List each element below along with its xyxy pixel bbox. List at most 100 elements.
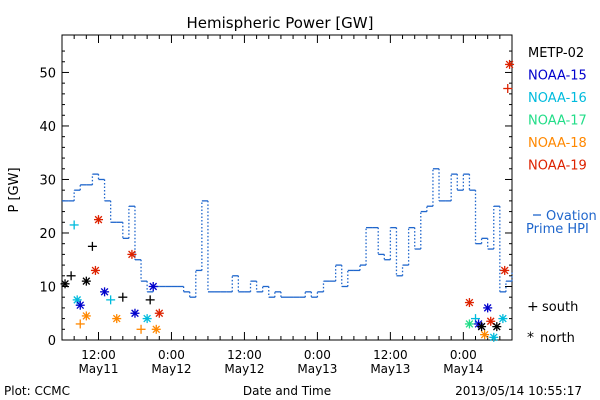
north-point <box>151 324 161 334</box>
legend-entry: NOAA-19 <box>528 159 587 174</box>
y-tick-label: 40 <box>39 120 56 135</box>
north-point <box>90 265 100 275</box>
north-point <box>498 314 508 324</box>
x-tick-date: May13 <box>370 362 410 376</box>
north-point <box>130 308 140 318</box>
north-point <box>81 276 91 286</box>
x-tick-date: May12 <box>224 362 264 376</box>
y-tick-label: 30 <box>39 173 56 188</box>
north-point <box>486 316 496 326</box>
y-tick-label: 0 <box>48 334 56 349</box>
plot-area <box>61 34 513 341</box>
north-point <box>154 308 164 318</box>
point-stroke <box>465 298 474 307</box>
north-point <box>142 314 152 324</box>
legend-entry: NOAA-17 <box>528 114 587 129</box>
point-stroke <box>505 60 514 69</box>
north-point <box>492 322 502 332</box>
point-stroke <box>73 296 82 304</box>
north-point <box>477 322 487 332</box>
north-point <box>127 249 137 259</box>
point-stroke <box>499 314 507 323</box>
point-stroke <box>112 314 121 323</box>
x-tick-time: 0:00 <box>304 348 331 362</box>
point-stroke <box>480 330 489 339</box>
south-point <box>106 295 116 305</box>
south-point <box>66 271 76 281</box>
north-point <box>464 298 474 308</box>
x-tick-time: 12:00 <box>373 348 408 362</box>
point-stroke <box>94 215 103 224</box>
north-point <box>480 330 490 340</box>
point-stroke <box>489 333 498 342</box>
x-tick-date: May12 <box>151 362 191 376</box>
north-point <box>100 287 110 297</box>
x-tick-date: May13 <box>297 362 337 376</box>
x-tick-time: 0:00 <box>158 348 185 362</box>
south-point <box>503 84 513 94</box>
ovation-series <box>62 168 541 298</box>
south-point <box>87 241 97 251</box>
point-stroke <box>61 279 69 288</box>
point-stroke <box>131 309 139 318</box>
point-stroke <box>486 317 495 326</box>
y-tick-label: 50 <box>39 66 56 81</box>
south-point <box>69 220 79 230</box>
y-axis-label: P [GW] <box>7 167 22 212</box>
point-stroke <box>152 325 161 334</box>
point-stroke <box>128 250 136 259</box>
north-point <box>500 265 510 275</box>
point-stroke <box>82 312 91 320</box>
north-point <box>505 59 515 69</box>
north-point <box>81 311 91 321</box>
north-point <box>464 319 474 329</box>
chart-title: Hemispheric Power [GW] <box>187 14 374 32</box>
point-stroke <box>100 288 109 296</box>
north-point <box>112 314 122 324</box>
timestamp: 2013/05/14 10:55:17 <box>455 384 582 398</box>
point-stroke <box>155 309 164 318</box>
x-tick-time: 0:00 <box>450 348 477 362</box>
ovation-label-line2: Prime HPI <box>526 222 589 237</box>
north-point <box>483 303 493 313</box>
legend-entry: NOAA-15 <box>528 69 587 84</box>
x-tick-date: May14 <box>443 362 483 376</box>
south-point <box>136 324 146 334</box>
x-axis-label: Date and Time <box>243 384 331 398</box>
legend-entry: METP-02 <box>528 46 584 61</box>
north-point <box>148 281 158 291</box>
north-point <box>60 279 70 289</box>
satellite-points <box>60 59 515 342</box>
point-stroke <box>465 320 474 328</box>
point-stroke <box>149 282 158 291</box>
north-point <box>93 215 103 225</box>
north-marker-label: north <box>540 331 575 346</box>
south-point <box>118 292 128 302</box>
south-marker-label: south <box>542 300 578 315</box>
y-tick-label: 10 <box>39 280 56 295</box>
x-tick-time: 12:00 <box>227 348 262 362</box>
point-stroke <box>500 266 509 275</box>
point-stroke <box>477 322 486 331</box>
legend-entry: NOAA-16 <box>528 91 587 106</box>
south-marker-symbol: + <box>527 299 539 315</box>
y-tick-label: 20 <box>39 227 56 242</box>
plot-credit: Plot: CCMC <box>4 384 70 398</box>
x-tick-time: 12:00 <box>81 348 116 362</box>
legend: METP-02 NOAA-15 NOAA-16 NOAA-17 NOAA-18 NOAA-… <box>528 46 587 174</box>
point-stroke <box>91 266 100 275</box>
ovation-label-line1: Ovation <box>546 209 597 224</box>
point-stroke <box>76 301 85 310</box>
legend-entry: NOAA-18 <box>528 136 587 151</box>
x-tick-date: May11 <box>78 362 118 376</box>
south-point <box>75 319 85 329</box>
point-stroke <box>492 322 501 331</box>
north-point <box>75 300 85 310</box>
south-point <box>145 295 155 305</box>
north-point <box>489 332 499 342</box>
point-stroke <box>483 304 492 312</box>
point-stroke <box>143 314 151 323</box>
axes: 0102030405012:00May110:00May1212:00May12… <box>39 35 512 376</box>
point-stroke <box>82 277 91 285</box>
